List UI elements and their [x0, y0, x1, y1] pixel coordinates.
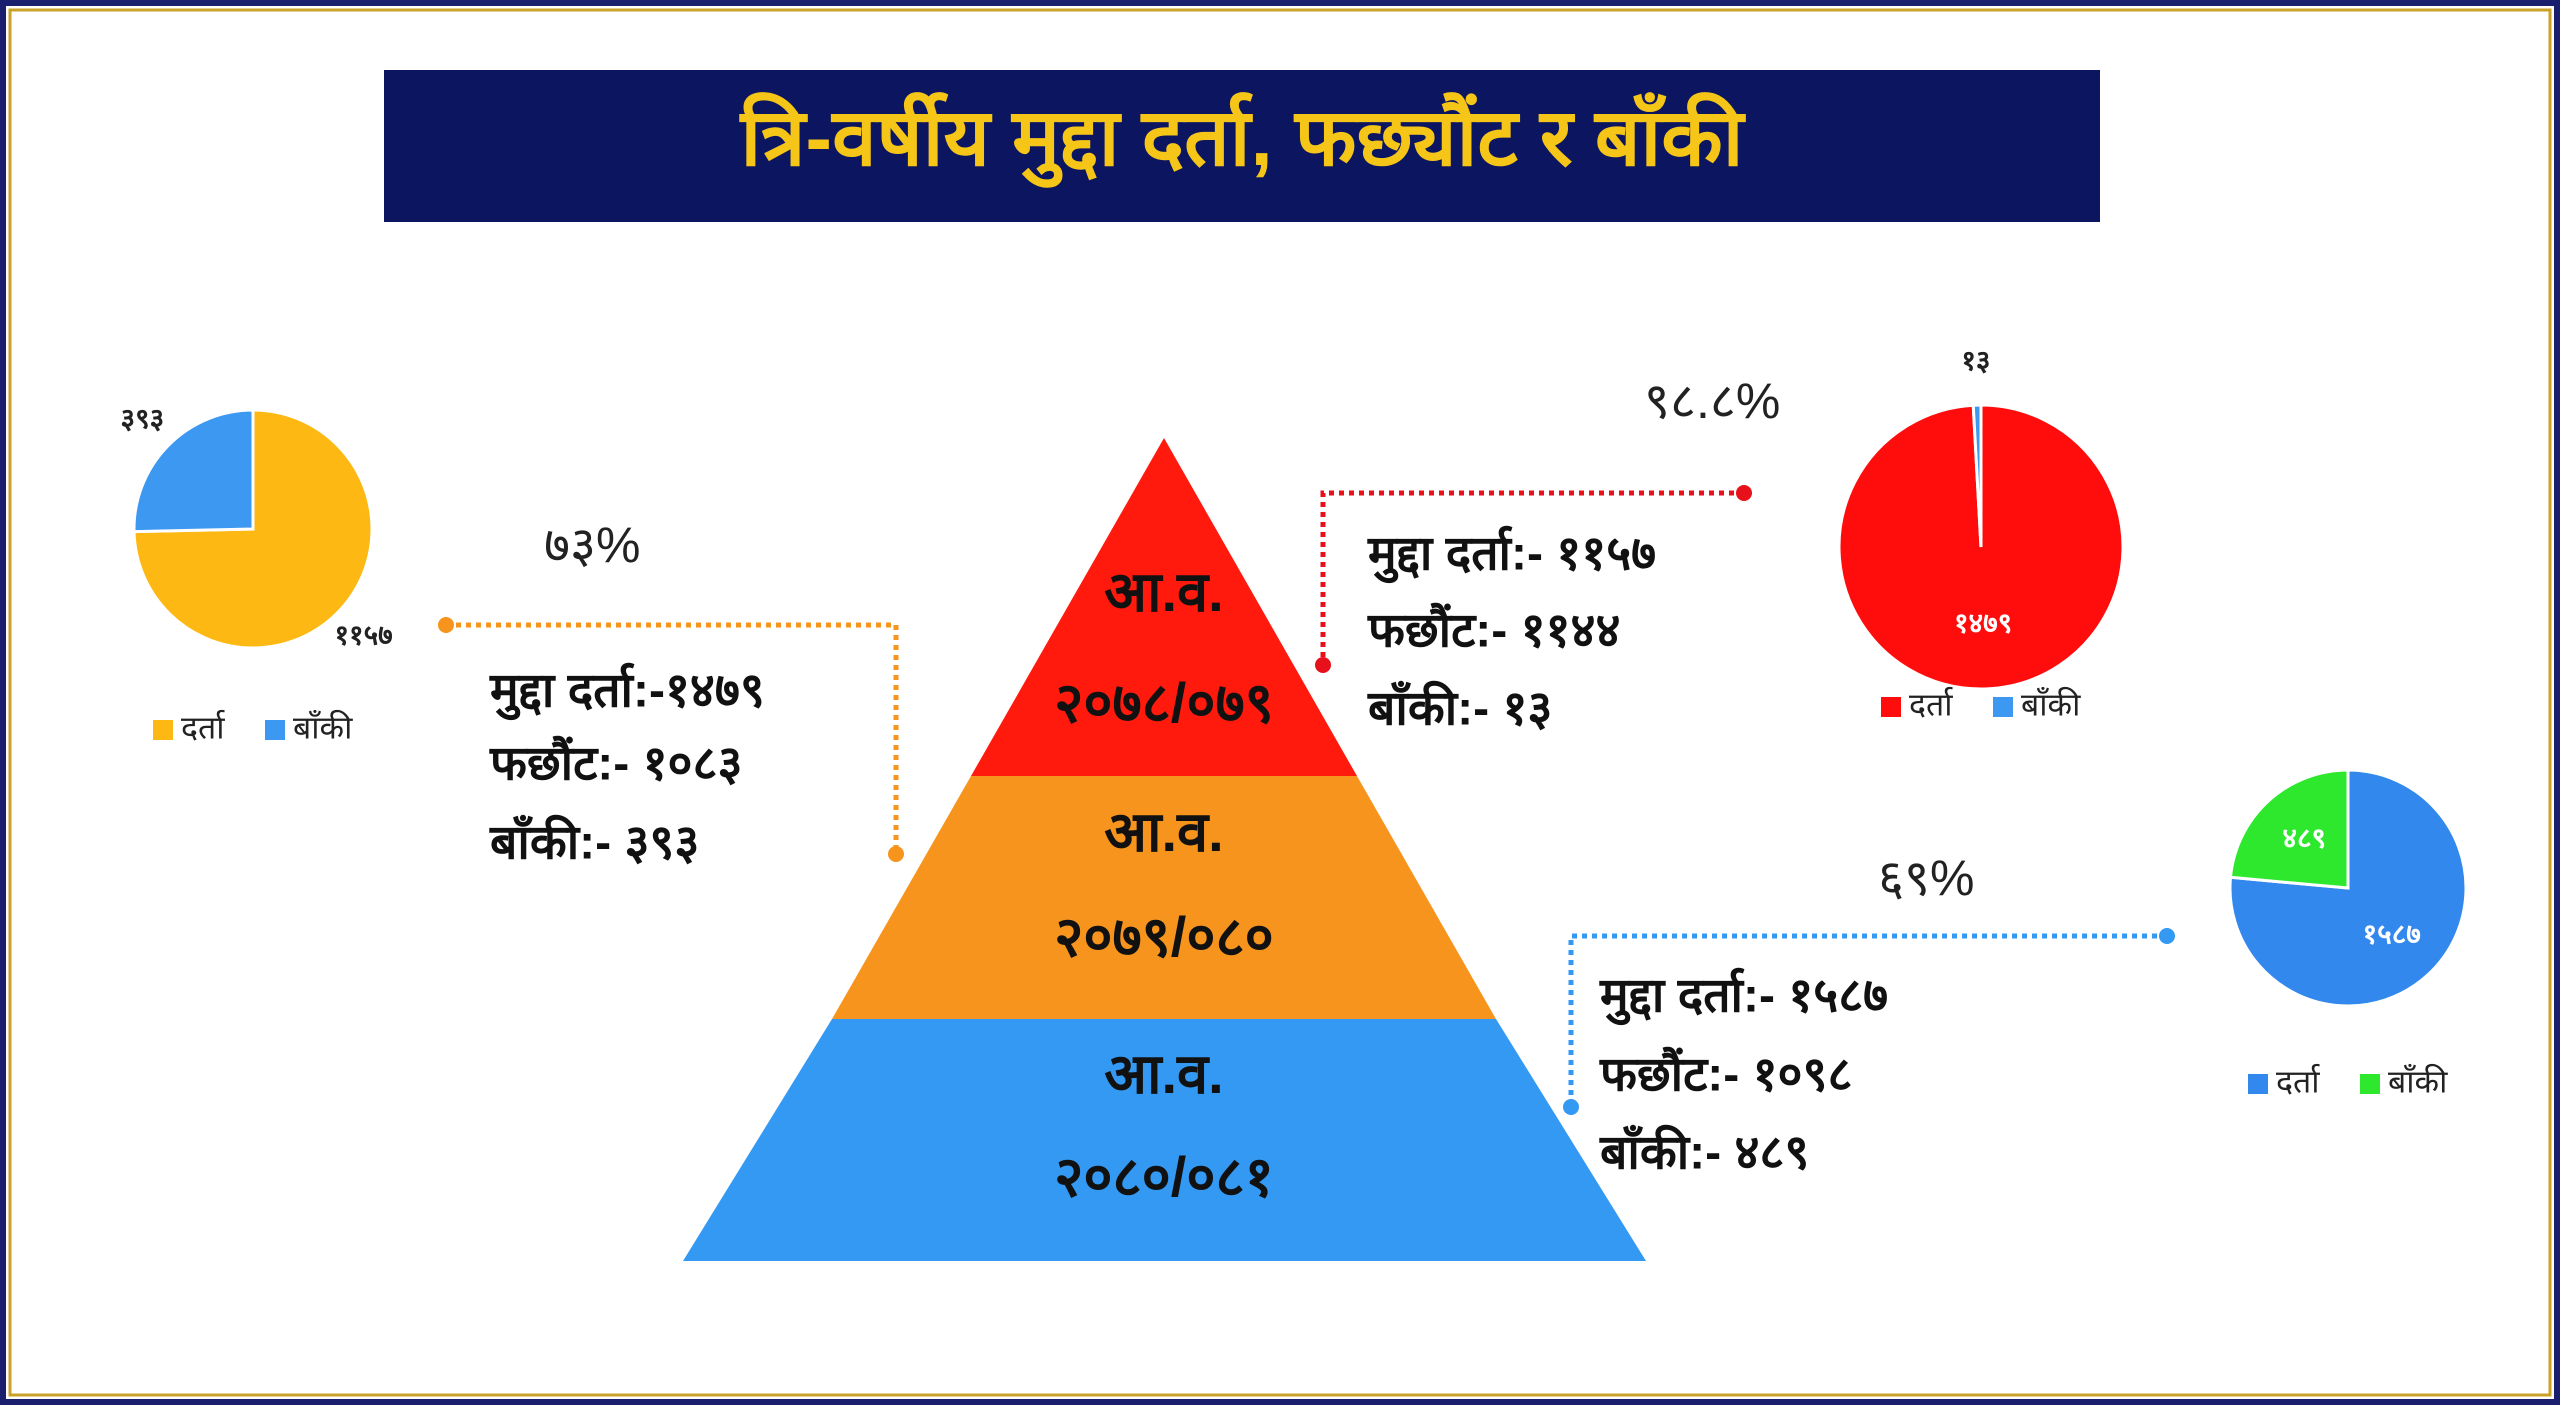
annotation: ९८.८% — [1644, 373, 1780, 429]
legend-label: दर्ता — [2276, 1063, 2321, 1099]
legend-swatch — [153, 720, 173, 740]
data-label: ४८९ — [2282, 822, 2326, 853]
level-label: आ.व. — [1104, 1042, 1224, 1105]
legend-swatch — [1881, 697, 1901, 717]
data-label: ११५७ — [334, 620, 392, 651]
summary-line: बाँकी:- ३९३ — [489, 815, 699, 870]
data-label: ३९३ — [121, 403, 165, 434]
title: त्रि-वर्षीय मुद्दा दर्ता, फछ्यौंट र बाँक… — [739, 92, 1747, 188]
connector-dot — [1736, 485, 1752, 501]
legend-swatch — [2248, 1074, 2268, 1094]
summary-line: बाँकी:- ४८९ — [1599, 1125, 1809, 1180]
connector-dot — [2159, 928, 2175, 944]
summary-line: फछौंट:- १०८३ — [489, 736, 742, 791]
legend-label: बाँकी — [2388, 1063, 2448, 1099]
connector — [1320, 490, 1744, 665]
level-year: २०८०/०८१ — [1054, 1145, 1273, 1208]
legend-swatch — [1993, 697, 2013, 717]
legend-label: बाँकी — [2021, 686, 2081, 722]
annotation: ७३% — [544, 517, 640, 573]
summary-line: मुद्दा दर्ता:-१४७९ — [489, 663, 765, 721]
legend-label: दर्ता — [181, 709, 226, 745]
legend-label: बाँकी — [293, 709, 353, 745]
legend-swatch — [2360, 1074, 2380, 1094]
pyramid-top — [971, 438, 1357, 776]
pie-slice — [2228, 768, 2350, 890]
pyramid-bottom — [683, 1019, 1646, 1261]
data-label: १५८७ — [2363, 918, 2421, 949]
summary-line: बाँकी:- १३ — [1367, 681, 1552, 736]
legend-swatch — [265, 720, 285, 740]
data-label: १३ — [1961, 345, 1990, 376]
connector-dot — [438, 617, 454, 633]
level-label: आ.व. — [1104, 800, 1224, 863]
connector-dot — [1315, 657, 1331, 673]
pie-slice — [2228, 768, 2468, 1008]
level-year: २०७९/०८० — [1054, 905, 1273, 968]
connector — [1568, 933, 2167, 1107]
connector-dot — [888, 846, 904, 862]
legend-label: दर्ता — [1909, 686, 1954, 722]
pie-slice — [132, 408, 255, 534]
frame-inner — [8, 8, 2552, 1397]
connector — [446, 622, 899, 854]
summary-line: मुद्दा दर्ता:- ११५७ — [1367, 526, 1656, 584]
level-label: आ.व. — [1104, 560, 1224, 623]
data-label: १४७९ — [1954, 607, 2012, 638]
summary-line: मुद्दा दर्ता:- १५८७ — [1599, 968, 1888, 1026]
title-box — [384, 70, 2100, 222]
pie-slice — [1971, 403, 1983, 548]
level-year: २०७८/०७९ — [1054, 671, 1273, 734]
summary-line: फछौंट:- ११४४ — [1367, 603, 1620, 658]
connector-dot — [1563, 1099, 1579, 1115]
pyramid-middle — [832, 776, 1496, 1019]
annotation: ६९% — [1878, 850, 1974, 906]
summary-line: फछौंट:- १०९८ — [1599, 1047, 1852, 1102]
